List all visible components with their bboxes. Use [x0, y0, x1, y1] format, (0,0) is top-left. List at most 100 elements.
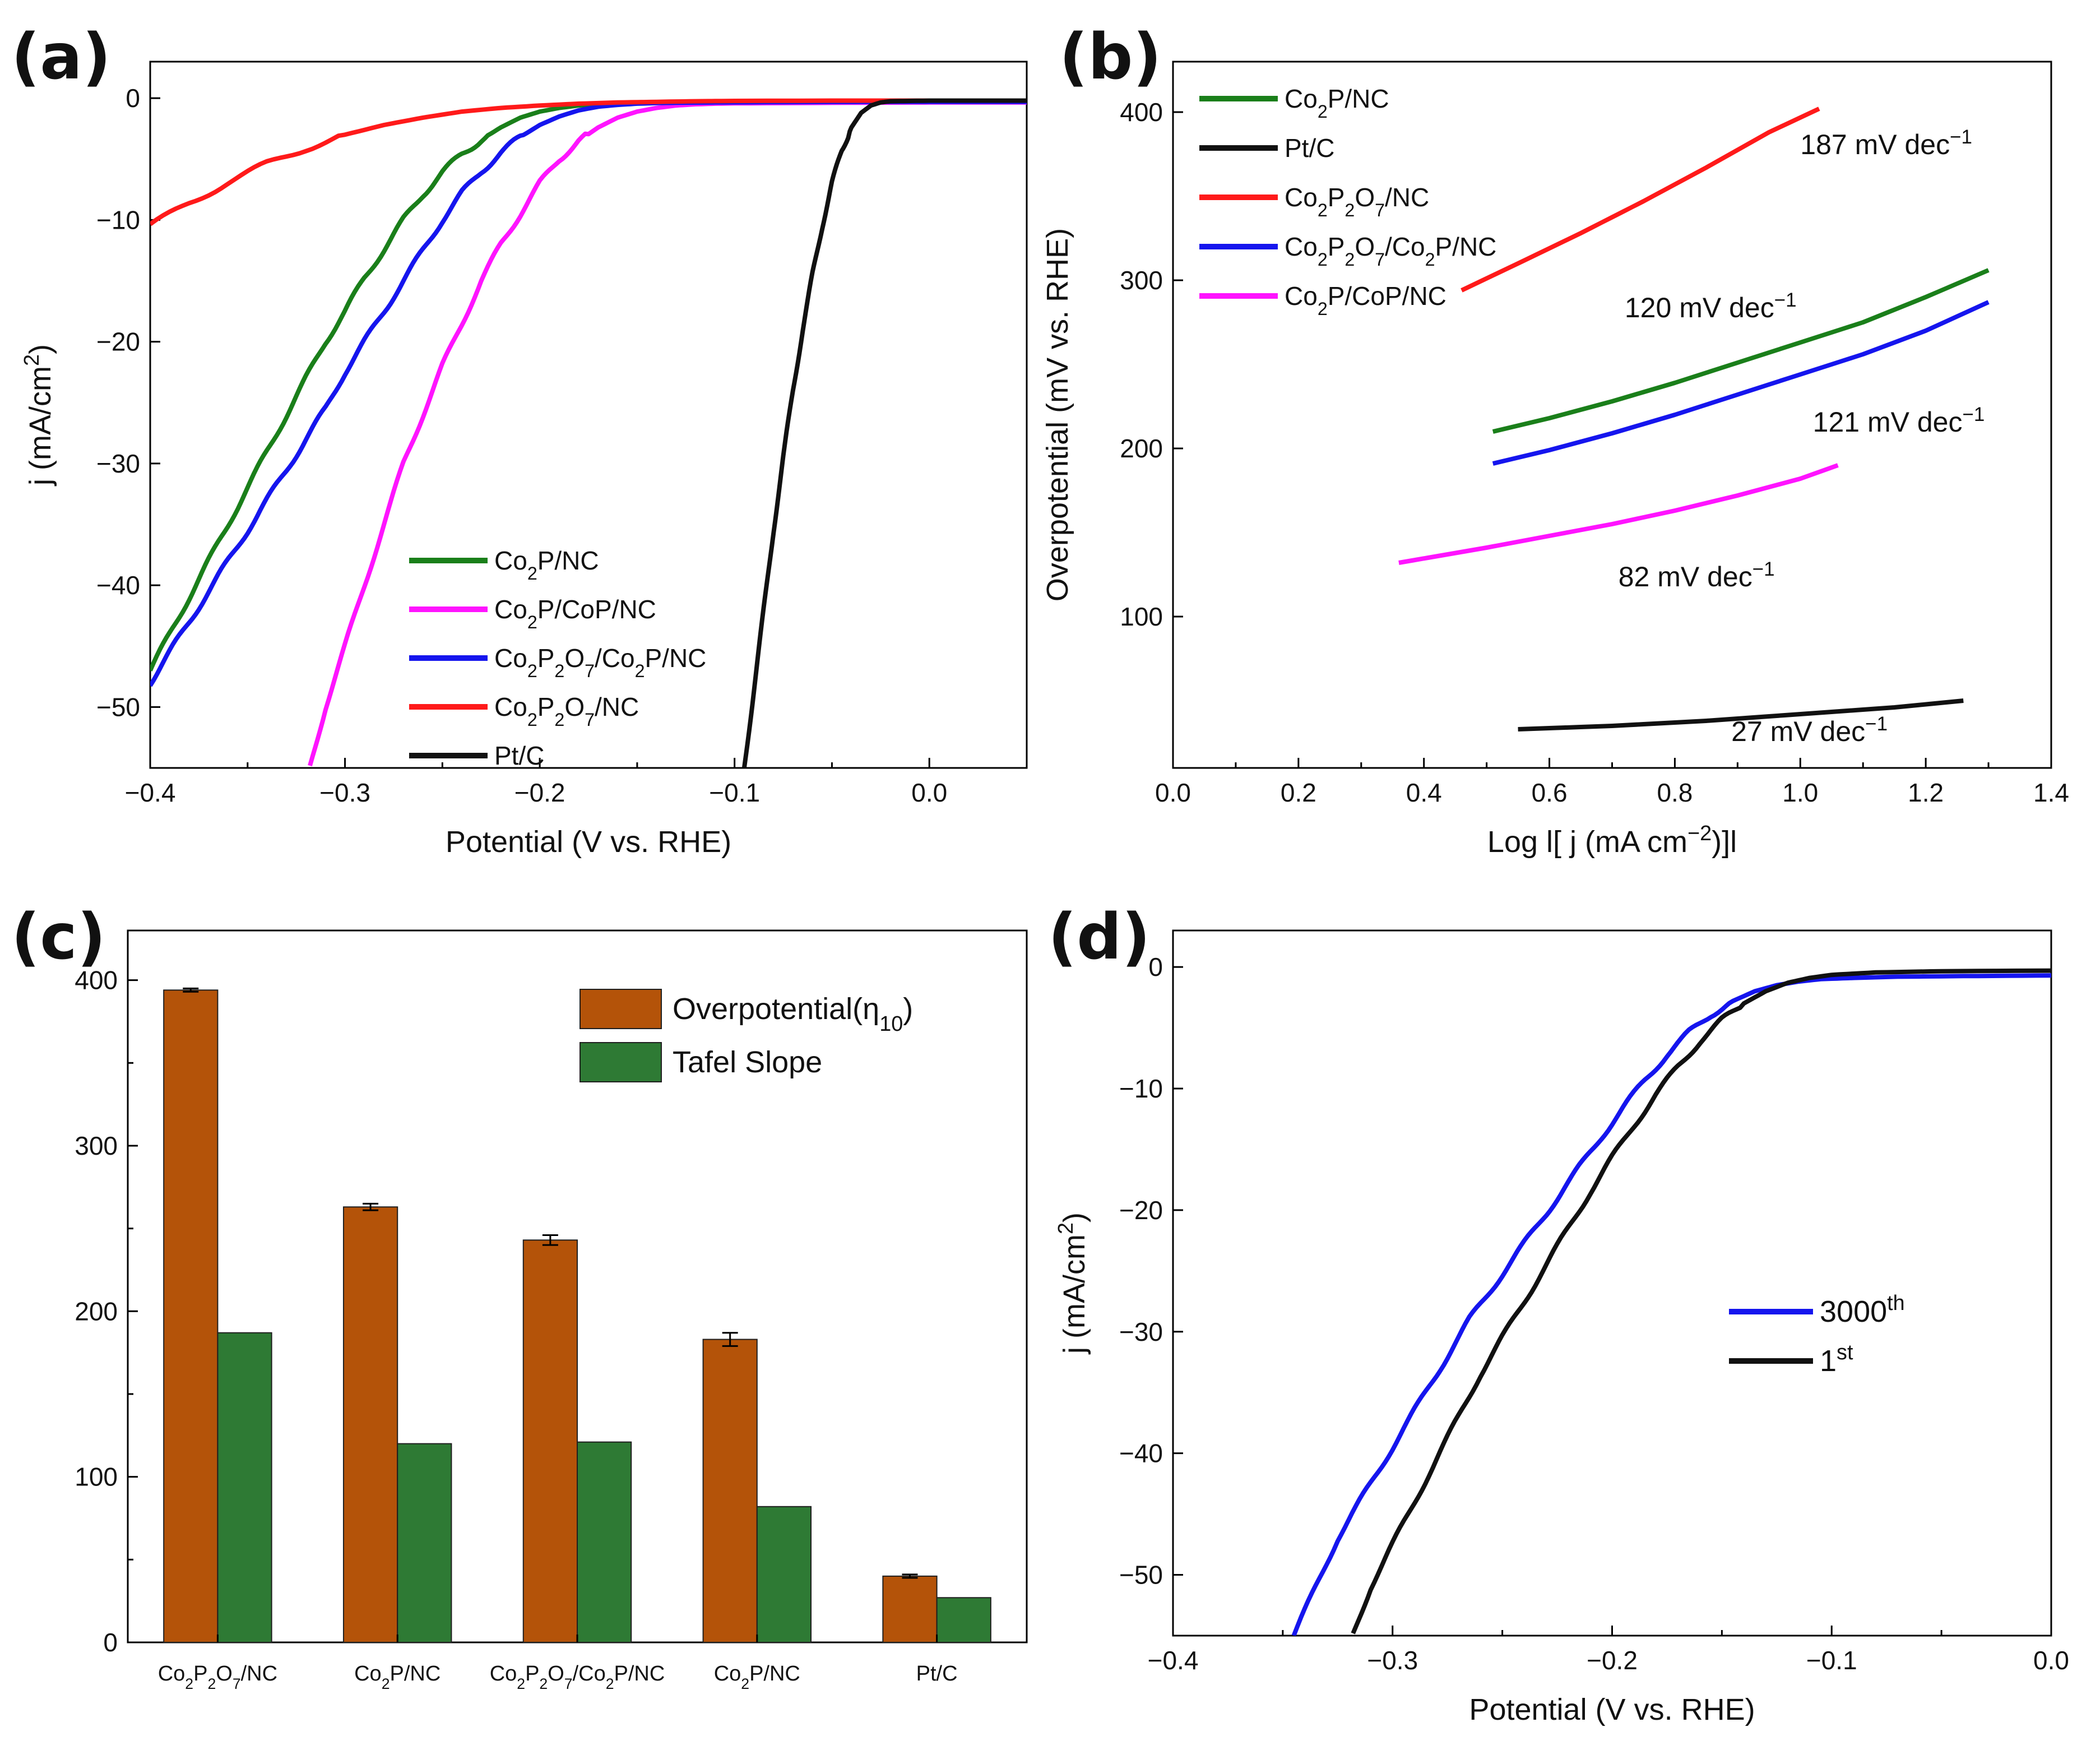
- bar-Tafel Slope: [756, 1506, 812, 1643]
- x-tick-label: −0.1: [709, 778, 760, 807]
- text-part: −1: [1950, 126, 1972, 148]
- bar-Tafel Slope: [397, 1443, 452, 1643]
- series-line-Co2P/NC: [1492, 268, 1990, 434]
- y-tick-label: 0: [103, 1628, 118, 1657]
- text-part: /Co: [595, 643, 635, 673]
- text-part: Co: [494, 546, 527, 575]
- bar-Overpotential(η10): [522, 1239, 578, 1643]
- text-part: 2: [527, 661, 537, 681]
- text-part: Co: [1285, 183, 1318, 212]
- text-part: Pt/C: [494, 741, 544, 770]
- text-part: P/NC: [1435, 232, 1497, 261]
- x-tick-label: −0.3: [1367, 1646, 1418, 1675]
- text-part: 2: [554, 661, 564, 681]
- y-axis-title: Overpotential (mV vs. RHE): [1041, 228, 1074, 601]
- text-part: Co: [494, 643, 527, 673]
- legend-label: Co2P2O7/NC: [494, 692, 639, 730]
- text-part: P: [525, 1662, 539, 1686]
- y-tick-label: 300: [1120, 266, 1163, 295]
- slope-annotation: 187 mV dec−1: [1800, 126, 1972, 161]
- text-part: 7: [564, 1675, 573, 1692]
- text-part: Pt/C: [1285, 133, 1334, 163]
- legend-label: Co2P/NC: [1285, 84, 1389, 122]
- text-part: Tafel Slope: [673, 1045, 822, 1079]
- text-part: Co: [1285, 84, 1318, 113]
- bar-Overpotential(η10): [342, 1206, 398, 1643]
- bar-Tafel Slope: [217, 1332, 272, 1643]
- x-axis-title: Potential (V vs. RHE): [446, 825, 731, 859]
- text-part: P: [537, 643, 555, 673]
- category-label: Pt/C: [916, 1662, 958, 1686]
- text-part: ): [1058, 1212, 1091, 1223]
- text-part: O: [564, 692, 585, 721]
- legend-label: 3000th: [1820, 1291, 1905, 1328]
- legend-label: Co2P/NC: [494, 546, 599, 584]
- y-axis-title: j (mA/cm2): [1054, 1212, 1091, 1355]
- y-tick-label: 400: [1120, 98, 1163, 127]
- text-part: 3000: [1820, 1295, 1887, 1328]
- text-part: 7: [585, 661, 595, 681]
- text-part: 2: [539, 1675, 548, 1692]
- legend-label: Pt/C: [1285, 133, 1334, 163]
- text-part: 2: [1344, 200, 1355, 220]
- text-part: 120 mV dec: [1625, 292, 1774, 323]
- y-tick-label: −50: [96, 692, 140, 721]
- x-tick-label: 0.4: [1406, 778, 1442, 807]
- series-line-Co2P2O7/Co2P/NC: [1492, 300, 1990, 466]
- text-part: 2: [527, 563, 537, 584]
- text-part: 10: [879, 1012, 903, 1036]
- x-tick-label: −0.4: [125, 778, 176, 807]
- text-part: Log l[ j (mA cm: [1487, 825, 1687, 859]
- text-part: 27 mV dec: [1731, 716, 1865, 747]
- text-part: )]l: [1712, 825, 1737, 859]
- text-part: P/NC: [1328, 84, 1389, 113]
- text-part: 2: [527, 710, 537, 730]
- x-tick-label: 1.0: [1782, 778, 1818, 807]
- text-part: 2: [1318, 299, 1328, 319]
- panel-label: (a): [11, 21, 111, 94]
- text-part: P/NC: [390, 1662, 441, 1686]
- y-tick-label: 400: [75, 966, 118, 995]
- text-part: 2: [1318, 249, 1328, 270]
- text-part: −1: [1774, 289, 1797, 311]
- x-axis-title: Log l[ j (mA cm−2)]l: [1487, 822, 1737, 859]
- y-tick-label: 200: [75, 1297, 118, 1326]
- text-part: −1: [1865, 713, 1888, 735]
- text-part: Co: [714, 1662, 741, 1686]
- x-tick-label: −0.3: [319, 778, 370, 807]
- legend-label: Co2P2O7/Co2P/NC: [1285, 232, 1496, 270]
- y-tick-label: −10: [96, 205, 140, 234]
- text-part: 7: [233, 1675, 241, 1692]
- text-part: O: [548, 1662, 564, 1686]
- x-tick-label: 0.0: [2033, 1646, 2069, 1675]
- text-part: P/NC: [645, 643, 707, 673]
- text-part: /NC: [241, 1662, 277, 1686]
- plot-frame: [149, 61, 1028, 769]
- text-part: /NC: [595, 692, 639, 721]
- text-part: 2: [517, 1675, 525, 1692]
- text-part: /Co: [1385, 232, 1425, 261]
- x-tick-label: 0.0: [1155, 778, 1191, 807]
- text-part: st: [1837, 1341, 1853, 1364]
- text-part: 2: [741, 1675, 749, 1692]
- text-part: Co: [158, 1662, 186, 1686]
- text-part: P: [537, 692, 555, 721]
- text-part: 1: [1820, 1344, 1837, 1378]
- text-part: 2: [1425, 249, 1435, 270]
- legend: Overpotential(η10) Tafel Slope: [579, 989, 913, 1082]
- legend-swatch: [579, 1042, 662, 1082]
- text-part: O: [564, 643, 585, 673]
- text-part: P: [193, 1662, 207, 1686]
- text-part: 2: [1318, 200, 1328, 220]
- legend-label: Co2P2O7/NC: [1285, 183, 1429, 220]
- legend: Co2P/NCCo2P/CoP/NCCo2P2O7/Co2P/NCCo2P2O7…: [409, 546, 706, 770]
- category-label: Co2P/NC: [714, 1662, 800, 1692]
- slope-annotation: 27 mV dec−1: [1731, 713, 1888, 748]
- text-part: 2: [527, 612, 537, 632]
- y-tick-label: −20: [96, 327, 140, 356]
- panel-a: −0.4 −0.3 −0.2 −0.1 0.0 0 −10 −20 −30 −40 −50 j (mA…: [11, 21, 1028, 859]
- text-part: P/CoP/NC: [1328, 281, 1446, 311]
- text-part: −1: [1752, 558, 1775, 580]
